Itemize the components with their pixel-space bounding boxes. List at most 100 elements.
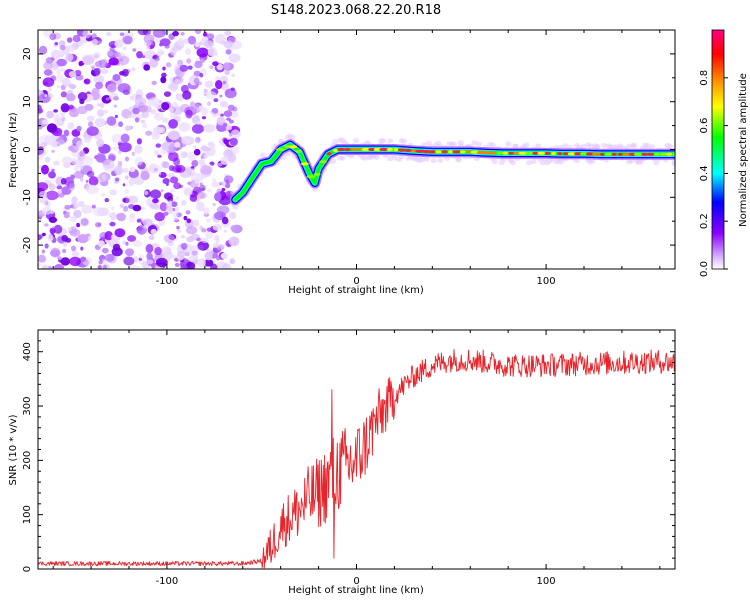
noise-blob [91, 204, 96, 209]
noise-blob [178, 122, 191, 132]
ridge-hotspot [591, 152, 601, 156]
noise-blob [186, 218, 191, 224]
noise-blob [40, 142, 48, 148]
noise-blob [122, 197, 130, 204]
noise-blob [83, 136, 92, 144]
noise-blob [202, 32, 208, 37]
noise-blob [94, 67, 101, 76]
noise-blob [100, 58, 109, 68]
noise-blob [152, 30, 166, 38]
noise-blob [85, 184, 99, 195]
noise-blob [193, 103, 202, 113]
noise-blob [180, 32, 185, 36]
noise-blob [161, 246, 170, 253]
noise-blob [196, 237, 201, 242]
noise-blob [152, 198, 159, 204]
noise-blob [213, 98, 219, 103]
ridge-hotspot [441, 150, 448, 154]
noise-blob [230, 87, 235, 91]
ridge-hotspot [544, 151, 551, 155]
noise-blob [154, 103, 162, 110]
ridge-hotspot [502, 151, 509, 155]
x-tick-label: 100 [537, 276, 556, 287]
ridge-hotspot [532, 151, 539, 155]
noise-blob [38, 134, 53, 145]
noise-blob [221, 188, 226, 192]
noise-blob [111, 206, 115, 211]
halo-blob [423, 156, 430, 162]
noise-blob [109, 47, 115, 52]
noise-blob [162, 117, 169, 123]
ridge-hotspot [283, 144, 291, 148]
halo-blob [471, 140, 478, 146]
noise-blob [44, 243, 49, 249]
noise-blob [61, 235, 69, 242]
noise-blob [162, 161, 170, 169]
noise-blob [58, 40, 66, 47]
noise-blob [172, 30, 180, 37]
noise-blob [194, 30, 202, 35]
noise-blob [114, 165, 123, 176]
noise-blob [129, 166, 136, 173]
snr-panel: -100 0 100 0 100 200 300 400 Height of straight… [8, 329, 676, 596]
ridge-hotspot [557, 152, 562, 156]
noise-blob [155, 143, 162, 148]
noise-blob [176, 225, 180, 230]
noise-blob [80, 177, 84, 182]
noise-blob [56, 69, 62, 75]
noise-blob [221, 216, 229, 225]
noise-blob [120, 133, 130, 143]
y-tick-label: 400 [22, 342, 33, 361]
noise-blob [207, 101, 211, 106]
noise-blob [206, 227, 212, 232]
noise-blob [43, 61, 53, 70]
noise-blob [68, 71, 77, 78]
noise-blob [223, 149, 234, 159]
noise-blob [41, 119, 49, 125]
noise-blob [51, 49, 62, 59]
noise-blob [72, 34, 81, 43]
noise-blob [203, 259, 214, 267]
ridge-hotspot [600, 152, 605, 156]
noise-blob [78, 62, 83, 67]
noise-blob [74, 69, 82, 77]
noise-blob [192, 219, 200, 227]
halo-blob [601, 143, 608, 149]
halo-blob [491, 159, 498, 165]
noise-blob [220, 181, 227, 186]
noise-blob [104, 198, 110, 203]
noise-blob [222, 80, 226, 85]
noise-blob [216, 116, 226, 126]
noise-blob [70, 174, 76, 180]
noise-blob [215, 255, 221, 261]
noise-blob [113, 104, 117, 108]
noise-blob [195, 120, 202, 125]
noise-blob [174, 262, 180, 267]
noise-blob [221, 263, 232, 269]
noise-blob [117, 55, 130, 66]
ridge-hotspot [300, 162, 309, 166]
noise-blob [114, 177, 120, 182]
noise-blob [132, 240, 143, 247]
noise-blob [198, 105, 204, 110]
noise-blob [128, 195, 139, 204]
colorbar-tick-label: 0.6 [699, 118, 710, 134]
noise-blob [186, 58, 192, 64]
snr-ticks: -100 0 100 0 100 200 300 400 [22, 330, 675, 587]
noise-blob [232, 106, 238, 112]
noise-blob [117, 160, 123, 167]
noise-blob [74, 144, 82, 151]
ridge-hotspot [361, 147, 370, 152]
noise-blob [125, 241, 129, 246]
noise-blob [112, 243, 121, 251]
noise-blob [172, 165, 182, 173]
ridge-hotspot [641, 152, 649, 156]
noise-blob [149, 202, 159, 210]
halo-blob [535, 143, 542, 149]
noise-blob [171, 210, 178, 218]
noise-blob [51, 168, 55, 173]
noise-blob [220, 252, 228, 260]
noise-blob [141, 111, 149, 119]
ridge-hotspot [647, 152, 655, 156]
